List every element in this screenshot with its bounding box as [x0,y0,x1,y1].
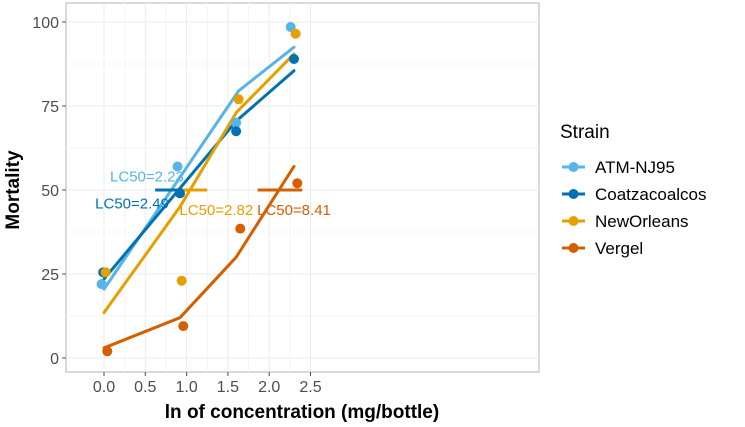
legend-label-atm-nj95: ATM-NJ95 [595,158,675,177]
gridlines [66,3,539,372]
fit-line-vergel [102,164,296,350]
legend-label-neworleans: NewOrleans [595,212,689,231]
x-tick-label: 2.0 [258,379,280,396]
fit-line-atm-nj95 [102,45,296,291]
x-tick-label: 0.0 [93,379,115,396]
data-point-neworleans [100,267,111,278]
y-axis-ticks: 0 25 50 75 100 [32,15,66,368]
plot-border [65,2,540,373]
data-point-atm-nj95 [231,117,242,128]
data-point-vergel [178,321,189,332]
fit-line-neworleans [102,52,296,315]
legend-key-point-coatzacoalcos [568,189,579,199]
x-tick-label: 1.0 [175,379,197,396]
y-tick-label: 25 [41,267,59,284]
lc50-labels: LC50=2.23 LC50=2.49 LC50=2.82 LC50=8.41 [95,169,331,220]
x-tick-label: 2.5 [299,379,321,396]
legend: Strain ATM-NJ95 Coatzacoalcos NewOrleans Ve… [560,122,707,258]
data-point-neworleans [233,94,244,105]
lc50-label-vergel: LC50=8.41 [257,202,331,219]
x-tick-label: 1.5 [217,379,239,396]
data-point-atm-nj95 [172,161,183,172]
data-point-coatzacoalcos [174,188,185,199]
data-point-vergel [235,223,246,234]
y-tick-label: 0 [50,351,59,368]
legend-key-point-atm-nj95 [568,162,579,172]
y-tick-label: 100 [32,15,59,32]
legend-title: Strain [560,122,610,143]
data-points [96,22,303,357]
y-axis-title: Mortality [3,150,24,230]
lc50-label-coatzacoalcos: LC50=2.49 [95,195,169,212]
data-point-vergel [292,178,303,189]
y-tick-label: 75 [41,99,59,116]
data-point-neworleans [176,275,187,286]
lc50-label-atm-nj95: LC50=2.23 [110,169,184,186]
legend-key-point-neworleans [568,216,579,226]
x-axis-title: ln of concentration (mg/bottle) [165,402,439,423]
lc50-label-neworleans: LC50=2.82 [179,202,253,219]
data-point-neworleans [290,28,301,39]
data-point-vergel [102,346,113,357]
legend-label-vergel: Vergel [595,239,643,258]
legend-key-point-vergel [568,243,579,253]
data-point-coatzacoalcos [231,126,242,137]
x-axis-ticks: 0.0 0.5 1.0 1.5 2.0 2.5 [93,372,322,396]
y-tick-label: 50 [41,183,59,200]
legend-label-coatzacoalcos: Coatzacoalcos [595,185,707,204]
x-tick-label: 0.5 [134,379,156,396]
plot-panel [65,2,540,373]
data-point-atm-nj95 [96,279,107,290]
data-point-coatzacoalcos [288,53,299,64]
